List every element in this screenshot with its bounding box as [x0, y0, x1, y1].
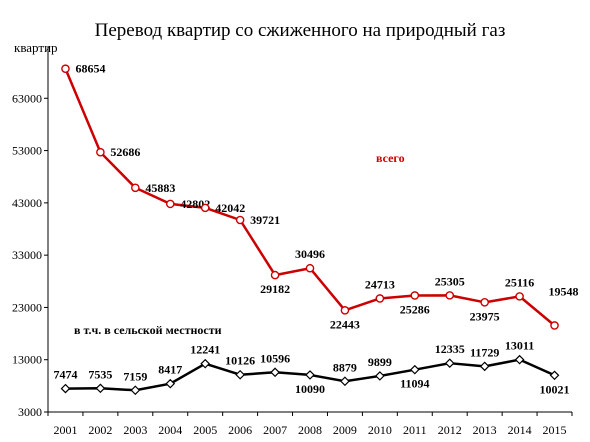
data-point	[444, 358, 455, 369]
data-label: 9899	[368, 355, 392, 369]
data-label: 11729	[470, 345, 499, 359]
x-tick-label: 2015	[543, 423, 567, 437]
data-label: 13011	[505, 339, 534, 353]
data-label: 22443	[330, 317, 360, 331]
y-tick-label: 3000	[18, 405, 42, 419]
data-label: 24713	[365, 277, 395, 291]
y-ticks: 3000 13000 23000 33000 43000 53000 63000	[12, 91, 48, 419]
data-label: 45883	[145, 181, 175, 195]
x-tick-label: 2010	[368, 423, 392, 437]
y-tick-label: 63000	[12, 91, 42, 105]
data-label: 25116	[505, 275, 534, 289]
x-tick-label: 2004	[158, 423, 182, 437]
series-line	[64, 68, 556, 327]
data-point	[200, 358, 211, 369]
data-label: 25305	[435, 274, 465, 288]
series-label-total: всего	[376, 151, 405, 165]
x-tick-label: 2012	[438, 423, 462, 437]
y-tick-label: 13000	[12, 353, 42, 367]
data-label: 52686	[110, 145, 140, 159]
x-tick-label: 2003	[123, 423, 147, 437]
data-point	[96, 147, 105, 157]
x-tick-label: 2006	[228, 423, 252, 437]
data-point	[270, 270, 280, 280]
x-tick-label: 2014	[508, 423, 532, 437]
data-point	[549, 370, 560, 381]
data-point	[515, 292, 524, 301]
y-tick-label: 23000	[12, 300, 42, 314]
x-tick-label: 2013	[473, 423, 497, 437]
y-axis-label: квартир	[14, 40, 58, 55]
data-point	[200, 203, 210, 213]
data-point	[480, 298, 489, 307]
data-label: 10596	[260, 351, 290, 365]
data-label: 25286	[400, 302, 430, 316]
data-point	[445, 291, 455, 300]
data-point	[61, 64, 70, 74]
series-label-rural: в т.ч. в сельской местности	[74, 323, 222, 337]
data-label: 12241	[190, 343, 220, 357]
data-label: 10126	[225, 354, 255, 368]
x-tick-label: 2011	[403, 423, 427, 437]
data-label: 7474	[53, 368, 77, 382]
data-label: 8417	[158, 363, 182, 377]
data-point	[60, 383, 71, 394]
data-point	[479, 361, 490, 372]
data-label: 8879	[333, 360, 357, 374]
y-tick-label: 53000	[12, 144, 42, 158]
data-point	[410, 291, 420, 300]
data-label: 39721	[250, 213, 280, 227]
data-point	[235, 215, 245, 225]
data-label: 10021	[540, 382, 570, 396]
data-point	[165, 199, 175, 209]
data-point	[340, 376, 350, 387]
data-label: 10090	[295, 382, 325, 396]
x-tick-label: 2002	[88, 423, 112, 437]
data-point	[375, 294, 385, 303]
x-tick-label: 2001	[53, 423, 77, 437]
series-1: 7474 7535 7159 8417 12241 10126 10596 10090 8879…	[53, 339, 569, 397]
y-tick-label: 43000	[12, 196, 42, 210]
data-label: 42042	[215, 201, 245, 215]
data-label: 29182	[260, 282, 290, 296]
x-tick-label: 2008	[298, 423, 322, 437]
data-point	[165, 378, 176, 389]
data-point	[95, 383, 106, 394]
x-tick-label: 2005	[193, 423, 217, 437]
data-point	[131, 183, 140, 193]
data-point	[340, 306, 350, 315]
data-label: 68654	[75, 62, 105, 76]
data-point	[305, 370, 315, 380]
data-label: 7159	[123, 369, 147, 383]
data-label: 19548	[549, 284, 579, 298]
data-label: 11094	[400, 377, 429, 391]
x-ticks: 2001 2002 2003 2004 2005 2006 2007 2008 2009 2010…	[47, 412, 573, 437]
x-tick-label: 2007	[263, 423, 287, 437]
data-point	[270, 367, 280, 378]
data-point	[375, 371, 385, 381]
data-label: 30496	[295, 247, 325, 261]
data-point	[305, 263, 315, 273]
data-label: 7535	[88, 367, 112, 381]
data-label: 23975	[470, 309, 500, 323]
x-tick-label: 2009	[333, 423, 357, 437]
data-point	[514, 354, 525, 365]
y-tick-label: 33000	[12, 248, 42, 262]
data-point	[550, 321, 559, 330]
chart-title: Перевод квартир со сжиженного на природн…	[95, 20, 506, 41]
data-label: 12335	[435, 342, 465, 356]
data-point	[235, 369, 245, 380]
data-point	[130, 385, 141, 396]
data-point	[409, 364, 420, 375]
